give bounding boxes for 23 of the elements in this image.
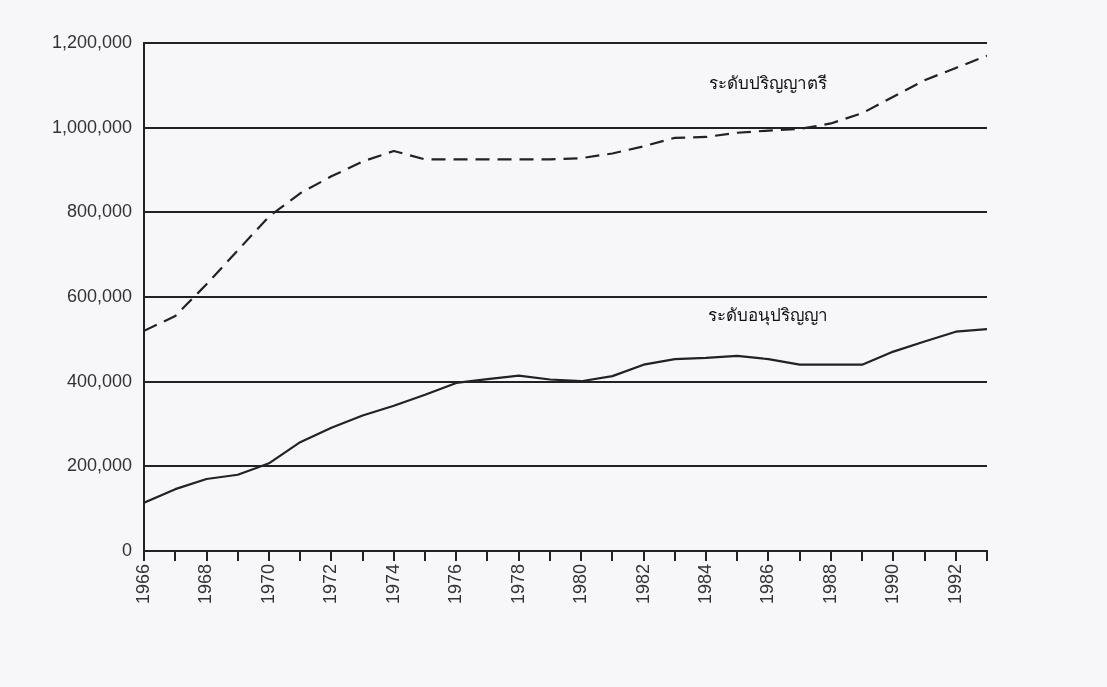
x-tick-label: 1966	[133, 563, 154, 604]
x-tick-label: 1982	[632, 563, 653, 604]
x-tick-label: 1972	[320, 563, 341, 604]
x-tick-label: 1976	[445, 563, 466, 604]
x-tick-label: 1978	[507, 563, 528, 604]
series-label: ระดับปริญญาตรี	[709, 72, 828, 93]
series-label: ระดับอนุปริญญา	[708, 305, 829, 327]
y-tick-label: 1,200,000	[52, 31, 133, 52]
y-tick-label: 400,000	[67, 370, 133, 391]
y-tick-label: 1,000,000	[52, 116, 133, 137]
y-tick-label: 600,000	[67, 285, 133, 306]
y-tick-label: 800,000	[67, 201, 133, 222]
x-tick-label: 1988	[819, 563, 840, 604]
x-tick-label: 1980	[570, 563, 591, 604]
x-tick-label: 1968	[195, 563, 216, 604]
x-tick-label: 1970	[257, 563, 278, 604]
x-tick-label: 1974	[382, 563, 403, 604]
x-tick-label: 1986	[757, 563, 778, 604]
x-tick-label: 1990	[882, 563, 903, 604]
y-tick-label: 0	[122, 539, 133, 560]
x-tick-label: 1984	[694, 563, 715, 604]
x-tick-label: 1992	[944, 563, 965, 604]
y-tick-label: 200,000	[67, 455, 133, 476]
